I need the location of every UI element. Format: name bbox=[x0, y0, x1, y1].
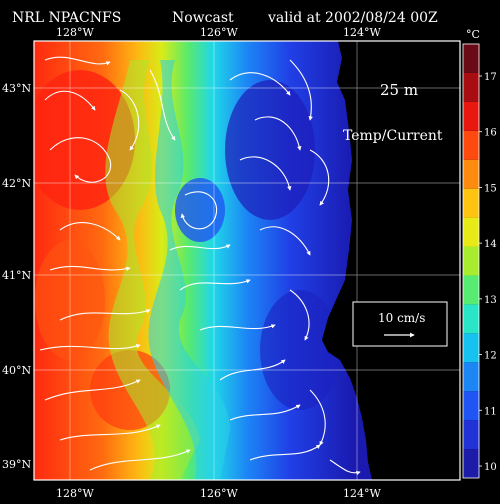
colorbar-tick-label: 16 bbox=[484, 128, 497, 139]
colorbar-segment bbox=[463, 188, 479, 218]
scale-label: 10 cm/s bbox=[378, 311, 425, 325]
sst-field bbox=[34, 41, 460, 480]
lon-label-bottom-126w: 126°W bbox=[200, 487, 238, 500]
lon-label-bottom-128w: 128°W bbox=[56, 487, 94, 500]
unit-label: °C bbox=[466, 28, 480, 41]
colorbar-segment bbox=[463, 333, 479, 363]
colorbar-segment bbox=[463, 44, 479, 73]
colorbar-tick-label: 15 bbox=[484, 183, 497, 194]
colorbar-segment bbox=[463, 391, 479, 421]
lat-label-39n: 39°N bbox=[2, 458, 31, 471]
colorbar-tick-label: 12 bbox=[484, 351, 497, 362]
lon-label-top-126w: 126°W bbox=[200, 26, 238, 39]
field-label: Temp/Current bbox=[343, 128, 443, 144]
colorbar-segment bbox=[463, 420, 479, 450]
lon-label-top-128w: 128°W bbox=[56, 26, 94, 39]
valid-time: valid at 2002/08/24 00Z bbox=[267, 10, 438, 26]
map-border bbox=[33, 40, 461, 481]
colorbar-segment bbox=[463, 246, 479, 276]
colorbar-segment bbox=[463, 159, 479, 189]
colorbar-tick-label: 11 bbox=[484, 406, 497, 417]
colorbar-frame bbox=[462, 43, 480, 479]
colorbar-tick-label: 17 bbox=[484, 72, 497, 83]
current-streamlines bbox=[39, 56, 361, 476]
colorbar-tick-label: 10 bbox=[484, 462, 497, 473]
colorbar-segment bbox=[463, 72, 479, 102]
colorbar-segment bbox=[463, 304, 479, 334]
colorbar-segment bbox=[463, 130, 479, 160]
colorbar-segment bbox=[463, 101, 479, 131]
product-title: Nowcast bbox=[172, 10, 234, 26]
lat-label-42n: 42°N bbox=[2, 177, 31, 190]
lat-label-43n: 43°N bbox=[2, 82, 31, 95]
colorbar-segment bbox=[463, 217, 479, 247]
colorbar-tick-label: 14 bbox=[484, 239, 497, 250]
colorbar-segment bbox=[463, 275, 479, 305]
lat-label-40n: 40°N bbox=[2, 364, 31, 377]
colorbar-ticks: 17 16 15 14 13 12 11 10 bbox=[479, 72, 497, 473]
lat-label-41n: 41°N bbox=[2, 269, 31, 282]
lon-label-bottom-124w: 124°W bbox=[343, 487, 381, 500]
colorbar bbox=[462, 43, 480, 479]
velocity-scale: 10 cm/s bbox=[352, 301, 448, 347]
depth-label: 25 m bbox=[380, 81, 418, 99]
colorbar-tick-label: 13 bbox=[484, 295, 497, 306]
model-title: NRL NPACNFS bbox=[12, 10, 121, 26]
colorbar-segment bbox=[463, 449, 479, 478]
lon-label-top-124w: 124°W bbox=[343, 26, 381, 39]
colorbar-segment bbox=[463, 362, 479, 392]
